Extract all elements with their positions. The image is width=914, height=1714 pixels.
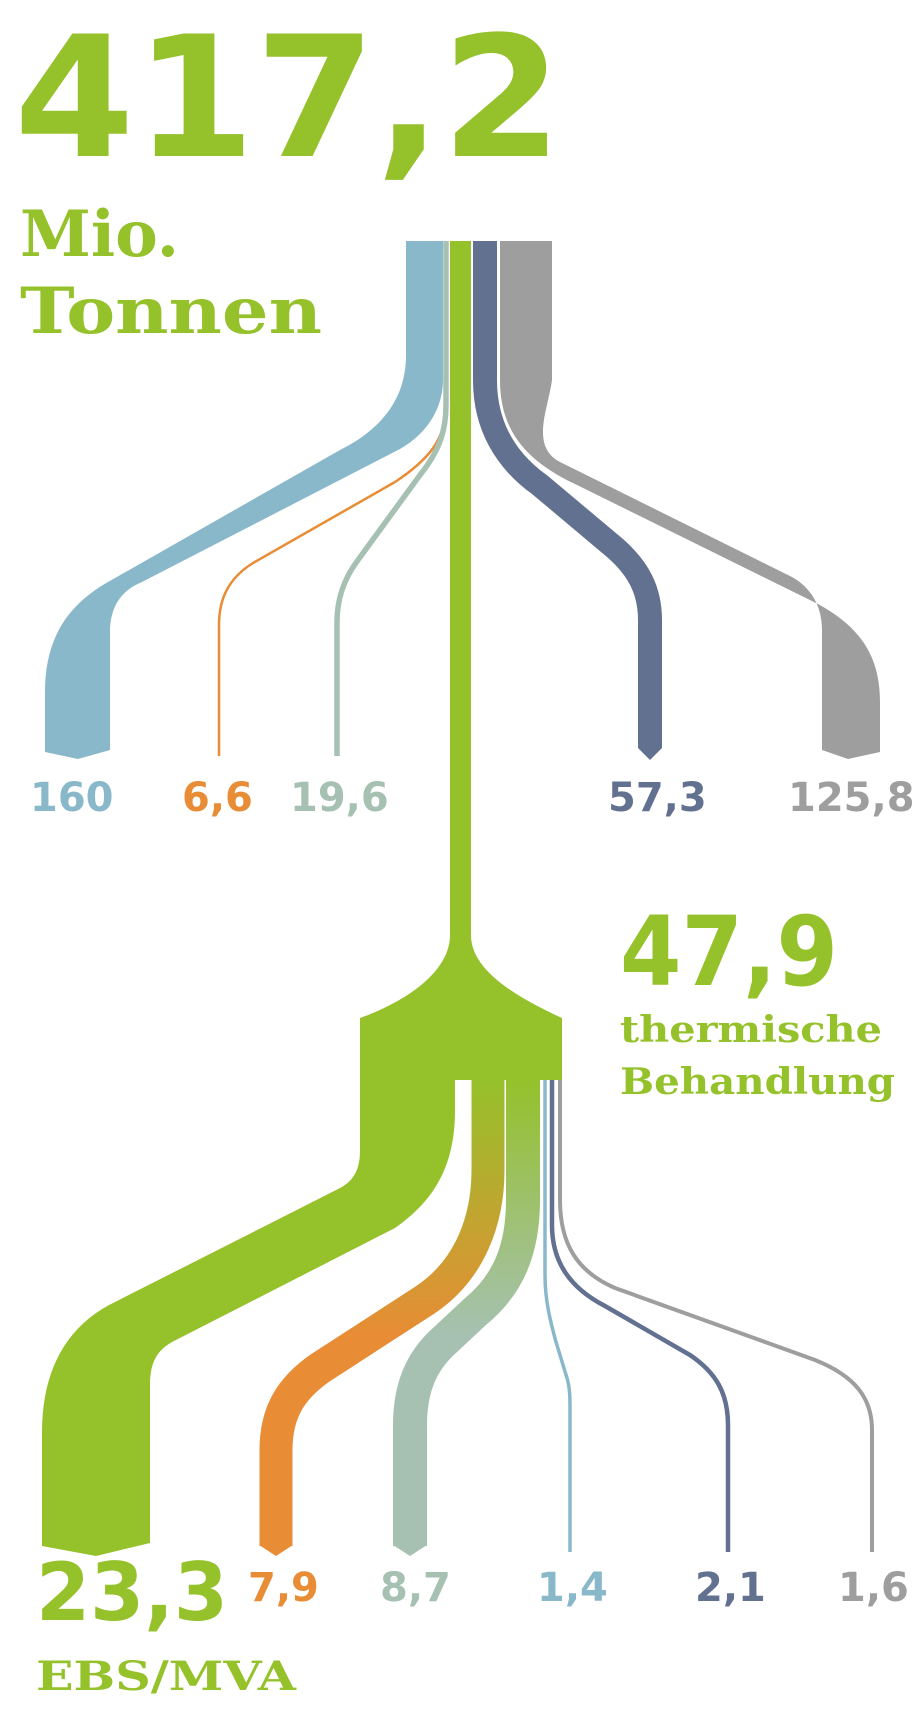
thermal-value: 47,9 xyxy=(620,896,838,1008)
flow-green-ebs-mva xyxy=(42,1018,562,1556)
label-125-8: 125,8 xyxy=(788,775,914,821)
flow-sage-19-6 xyxy=(334,241,449,756)
flow-orange-7-9 xyxy=(259,1080,505,1546)
unit-line-2: Tonnen xyxy=(20,274,322,349)
flow-orange-tip xyxy=(259,1545,293,1556)
flow-navy-tip xyxy=(638,748,662,760)
total-value: 417,2 xyxy=(14,0,562,196)
flow-gray-1-6 xyxy=(558,1080,874,1552)
flow-navy-57-3 xyxy=(473,241,662,748)
label-8-7: 8,7 xyxy=(380,1565,451,1611)
label-57-3: 57,3 xyxy=(608,775,707,821)
label-1-6: 1,6 xyxy=(838,1565,909,1611)
flow-sage-8-7 xyxy=(393,1080,540,1546)
flow-navy-2-1 xyxy=(549,1080,731,1552)
flow-green-thermal xyxy=(360,241,562,1020)
label-160: 160 xyxy=(30,775,114,821)
flow-sage-tip xyxy=(393,1545,427,1556)
label-7-9: 7,9 xyxy=(248,1565,319,1611)
thermal-label-line-2: Behandlung xyxy=(620,1061,895,1103)
label-1-4: 1,4 xyxy=(537,1565,608,1611)
ebs-label: EBS/MVA xyxy=(36,1653,297,1700)
unit-line-1: Mio. xyxy=(20,197,179,272)
label-19-6: 19,6 xyxy=(290,775,389,821)
label-6-6: 6,6 xyxy=(182,775,253,821)
thermal-label-line-1: thermische xyxy=(620,1009,882,1051)
flow-lightblue-1-4 xyxy=(543,1080,572,1552)
flow-lightblue-160 xyxy=(45,241,443,759)
flow-gray-125-8 xyxy=(500,241,880,759)
ebs-value: 23,3 xyxy=(36,1546,228,1639)
label-2-1: 2,1 xyxy=(695,1565,766,1611)
